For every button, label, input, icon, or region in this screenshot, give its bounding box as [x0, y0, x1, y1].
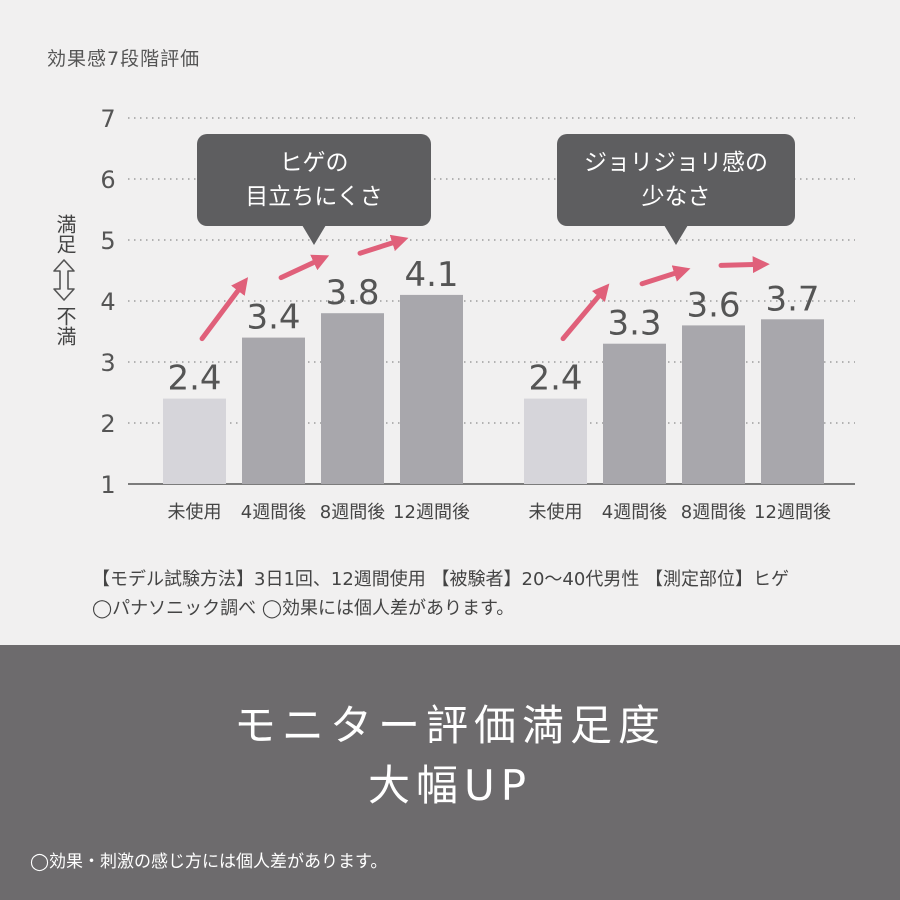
x-tick-label: 8週間後: [320, 502, 385, 523]
summary-banner: モニター評価満足度 大幅UP ◯効果・刺激の感じ方には個人差があります。: [0, 645, 900, 900]
y-tick-label: 3: [100, 349, 115, 377]
trend-arrow-icon: [560, 283, 610, 342]
data-label: 3.4: [246, 298, 300, 338]
data-label: 2.4: [167, 359, 221, 399]
callout-stubble-roughness: ジョリジョリ感の 少なさ: [557, 134, 795, 245]
trend-arrow-icon: [718, 256, 770, 274]
y-tick-label: 2: [100, 410, 115, 438]
data-label: 4.1: [404, 255, 458, 295]
y-tick-label: 6: [100, 166, 115, 194]
up-down-arrow-icon: [50, 258, 78, 302]
bar: [163, 398, 226, 484]
banner-title-line2: 大幅UP: [367, 761, 533, 810]
y-tick-label: 1: [100, 471, 115, 499]
y-axis-label: 満足 不満: [50, 214, 78, 346]
banner-footnote: ◯効果・刺激の感じ方には個人差があります。: [30, 852, 388, 872]
x-tick-label: 4週間後: [241, 502, 306, 523]
trend-arrow-icon: [199, 277, 249, 342]
note-line-1: 【モデル試験方法】3日1回、12週間使用 【被験者】20〜40代男性 【測定部位…: [92, 569, 790, 590]
note-line-2: ◯パナソニック調べ ◯効果には個人差があります。: [92, 598, 515, 619]
data-label: 3.3: [607, 304, 661, 344]
bar-chart: 1 2 3 4 5 6 7 2.4 未使用 3.4 4週間後 3.8 8週間後 4.1 12週間後 2.4 未使…: [100, 105, 855, 523]
data-label: 3.8: [325, 273, 379, 313]
bar: [524, 398, 587, 484]
callout-beard-visibility: ヒゲの 目立ちにくさ: [197, 134, 431, 245]
bar: [682, 325, 745, 484]
bar: [321, 313, 384, 484]
y-label-unsatisfied: 不満: [53, 306, 77, 346]
trend-arrow-icon: [278, 254, 330, 281]
test-method-note: 【モデル試験方法】3日1回、12週間使用 【被験者】20〜40代男性 【測定部位…: [92, 565, 789, 623]
y-tick-label: 4: [100, 288, 115, 316]
banner-title-line1: モニター評価満足度: [233, 701, 666, 750]
y-label-satisfied: 満足: [53, 214, 77, 254]
x-tick-label: 8週間後: [681, 502, 746, 523]
bar: [400, 294, 463, 484]
x-tick-label: 12週間後: [393, 502, 470, 523]
x-tick-label: 未使用: [529, 502, 583, 523]
data-label: 3.7: [765, 279, 819, 319]
chart-panel: 1 2 3 4 5 6 7 2.4 未使用 3.4 4週間後 3.8 8週間後 4.1 12週間後 2.4 未使…: [47, 48, 855, 623]
bar: [761, 319, 824, 484]
y-tick-label: 5: [100, 227, 115, 255]
bar: [603, 343, 666, 484]
trend-arrow-icon: [639, 265, 691, 287]
bar: [242, 337, 305, 484]
x-tick-label: 12週間後: [754, 502, 831, 523]
data-label: 3.6: [686, 285, 740, 325]
scale-title: 効果感7段階評価: [47, 48, 201, 70]
y-tick-label: 7: [100, 105, 115, 133]
trend-arrow-icon: [357, 234, 409, 256]
x-tick-label: 4週間後: [602, 502, 667, 523]
x-tick-label: 未使用: [168, 502, 222, 523]
data-label: 2.4: [528, 359, 582, 399]
